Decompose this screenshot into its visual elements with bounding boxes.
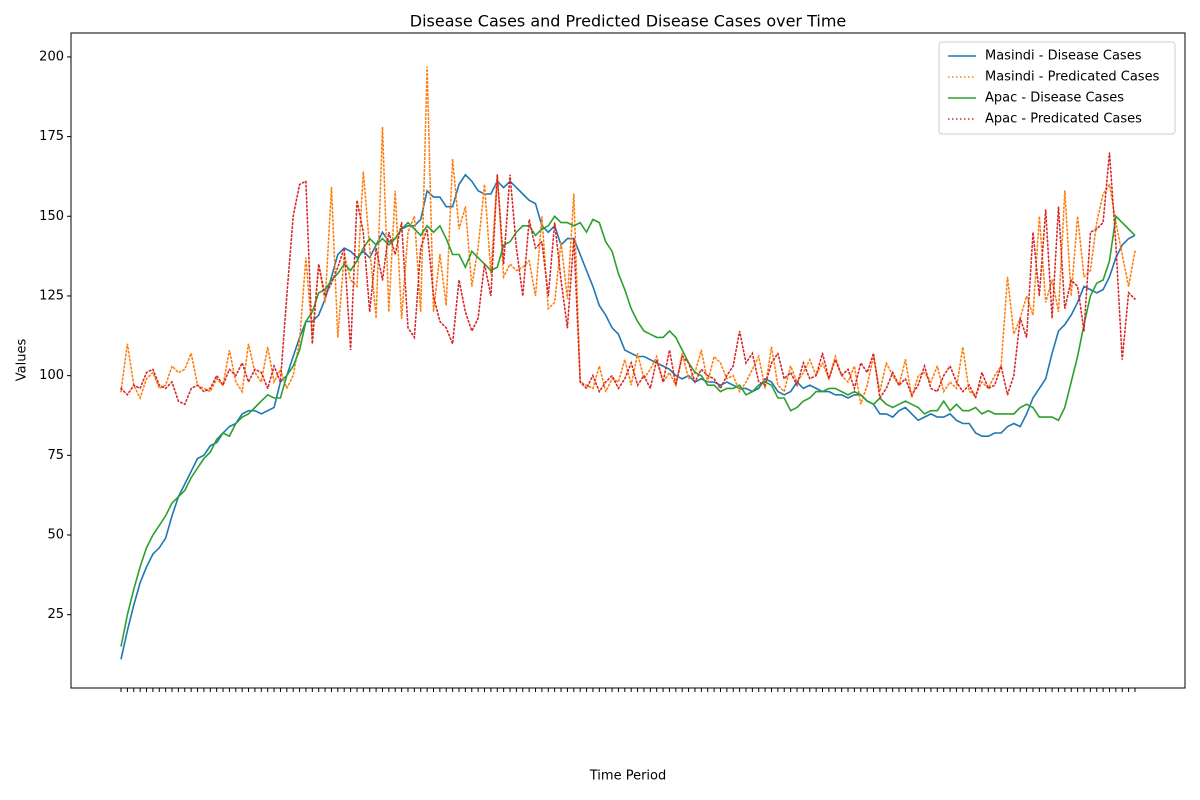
legend-label: Masindi - Predicated Cases <box>985 70 1160 85</box>
y-tick-label: 75 <box>47 448 64 463</box>
y-tick-label: 175 <box>39 129 64 144</box>
y-tick-label: 50 <box>47 528 64 543</box>
legend-label: Masindi - Disease Cases <box>985 49 1142 64</box>
y-tick-label: 150 <box>39 209 64 224</box>
legend-box <box>938 41 1176 135</box>
y-axis-label: Values <box>15 339 30 382</box>
legend-label: Apac - Disease Cases <box>985 91 1124 106</box>
series-line <box>120 173 1136 660</box>
legend-label: Apac - Predicated Cases <box>985 112 1142 127</box>
y-tick-label: 25 <box>47 607 64 622</box>
x-axis-label: Time Period <box>589 769 666 784</box>
legend: Masindi - Disease Cases Masindi - Predica… <box>938 41 1176 135</box>
series-line <box>120 214 1136 647</box>
y-tick-label: 200 <box>39 49 64 64</box>
y-tick-label: 100 <box>39 368 64 383</box>
chart-title: Disease Cases and Predicted Disease Case… <box>410 12 847 31</box>
y-tick-label: 125 <box>39 288 64 303</box>
series-line <box>120 66 1136 405</box>
plot-frame <box>70 32 1186 689</box>
series-line <box>120 152 1136 406</box>
